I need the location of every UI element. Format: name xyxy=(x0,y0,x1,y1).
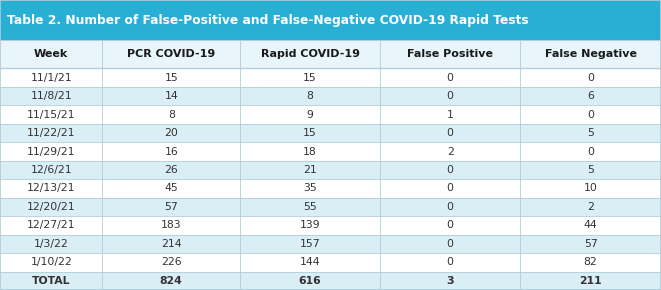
Text: 57: 57 xyxy=(584,239,598,249)
Text: 157: 157 xyxy=(299,239,321,249)
Bar xyxy=(0,179,661,198)
Text: 2: 2 xyxy=(587,202,594,212)
Text: 1: 1 xyxy=(447,110,453,119)
Bar xyxy=(0,235,661,253)
Text: 21: 21 xyxy=(303,165,317,175)
Text: 11/8/21: 11/8/21 xyxy=(30,91,72,101)
Text: Rapid COVID-19: Rapid COVID-19 xyxy=(260,49,360,59)
Text: 211: 211 xyxy=(579,276,602,286)
Text: 144: 144 xyxy=(299,257,321,267)
Text: 15: 15 xyxy=(165,73,178,83)
Bar xyxy=(0,142,661,161)
Text: 0: 0 xyxy=(447,184,453,193)
Text: 15: 15 xyxy=(303,128,317,138)
Text: 0: 0 xyxy=(587,110,594,119)
Text: 26: 26 xyxy=(165,165,178,175)
Text: 183: 183 xyxy=(161,220,182,230)
Text: 11/1/21: 11/1/21 xyxy=(30,73,72,83)
Text: 12/13/21: 12/13/21 xyxy=(27,184,75,193)
Text: 8: 8 xyxy=(307,91,313,101)
Text: 5: 5 xyxy=(587,128,594,138)
Text: 11/29/21: 11/29/21 xyxy=(27,146,75,157)
Text: 8: 8 xyxy=(168,110,175,119)
Text: 824: 824 xyxy=(160,276,182,286)
Text: 0: 0 xyxy=(447,239,453,249)
Text: 2: 2 xyxy=(447,146,453,157)
Text: 0: 0 xyxy=(447,202,453,212)
Text: 12/27/21: 12/27/21 xyxy=(27,220,75,230)
Text: 0: 0 xyxy=(447,91,453,101)
Text: 616: 616 xyxy=(299,276,321,286)
Text: 0: 0 xyxy=(447,257,453,267)
Text: 0: 0 xyxy=(447,220,453,230)
Text: 55: 55 xyxy=(303,202,317,212)
Text: 15: 15 xyxy=(303,73,317,83)
Bar xyxy=(0,68,661,87)
Text: 139: 139 xyxy=(299,220,321,230)
Bar xyxy=(0,253,661,271)
Text: 0: 0 xyxy=(447,128,453,138)
Text: 0: 0 xyxy=(587,146,594,157)
Text: 45: 45 xyxy=(165,184,178,193)
Text: 12/20/21: 12/20/21 xyxy=(27,202,75,212)
Bar xyxy=(0,198,661,216)
Text: 11/15/21: 11/15/21 xyxy=(27,110,75,119)
Text: 14: 14 xyxy=(165,91,178,101)
Text: 20: 20 xyxy=(165,128,178,138)
Text: 3: 3 xyxy=(446,276,454,286)
Text: 0: 0 xyxy=(447,165,453,175)
Text: 44: 44 xyxy=(584,220,598,230)
Text: 10: 10 xyxy=(584,184,598,193)
Bar xyxy=(0,0,661,40)
Text: 57: 57 xyxy=(165,202,178,212)
Text: Table 2. Number of False-Positive and False-Negative COVID-19 Rapid Tests: Table 2. Number of False-Positive and Fa… xyxy=(7,14,528,26)
Text: 9: 9 xyxy=(307,110,313,119)
Text: 35: 35 xyxy=(303,184,317,193)
Text: 0: 0 xyxy=(587,73,594,83)
Text: 0: 0 xyxy=(447,73,453,83)
Text: 1/10/22: 1/10/22 xyxy=(30,257,72,267)
Bar xyxy=(0,40,661,68)
Text: 1/3/22: 1/3/22 xyxy=(34,239,69,249)
Text: Week: Week xyxy=(34,49,68,59)
Text: False Negative: False Negative xyxy=(545,49,637,59)
Text: 226: 226 xyxy=(161,257,182,267)
Bar xyxy=(0,216,661,235)
Text: 16: 16 xyxy=(165,146,178,157)
Text: False Positive: False Positive xyxy=(407,49,493,59)
Text: 18: 18 xyxy=(303,146,317,157)
Text: PCR COVID-19: PCR COVID-19 xyxy=(127,49,215,59)
Bar xyxy=(0,124,661,142)
Text: 11/22/21: 11/22/21 xyxy=(27,128,75,138)
Bar xyxy=(0,271,661,290)
Text: 82: 82 xyxy=(584,257,598,267)
Text: 5: 5 xyxy=(587,165,594,175)
Bar xyxy=(0,161,661,179)
Bar xyxy=(0,105,661,124)
Text: 214: 214 xyxy=(161,239,182,249)
Text: TOTAL: TOTAL xyxy=(32,276,71,286)
Bar xyxy=(0,87,661,105)
Text: 12/6/21: 12/6/21 xyxy=(30,165,72,175)
Text: 6: 6 xyxy=(587,91,594,101)
